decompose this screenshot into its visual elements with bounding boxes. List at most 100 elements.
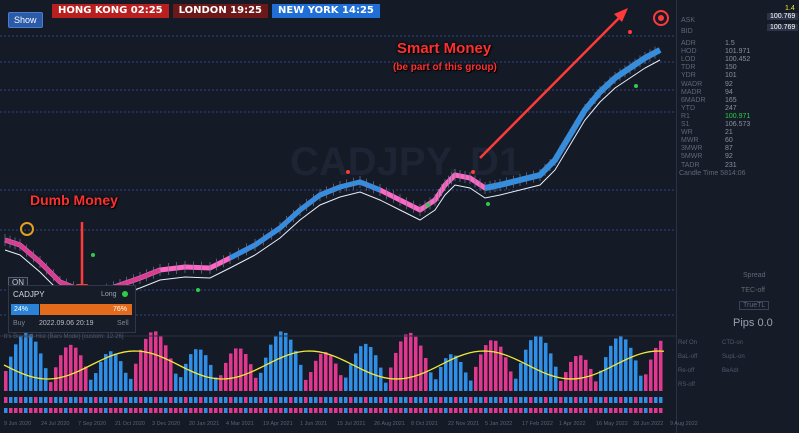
signal-bar xyxy=(444,397,448,403)
histogram-bar xyxy=(184,363,188,391)
widget-sell-label: Sell xyxy=(117,320,129,327)
signal-bar xyxy=(589,397,593,403)
indicator-button[interactable]: Re-off xyxy=(678,368,695,374)
histogram-bar xyxy=(519,363,523,391)
signal-bar xyxy=(229,408,233,413)
indicator-button[interactable]: Ref On xyxy=(678,340,698,346)
price-chart[interactable]: CADJPY, D1 xyxy=(0,0,676,433)
signal-bar xyxy=(489,408,493,413)
signal-bar xyxy=(149,397,153,403)
signal-bar xyxy=(579,397,583,403)
signal-bar xyxy=(379,397,383,403)
histogram-bar xyxy=(649,359,653,391)
signal-bar xyxy=(344,397,348,403)
signal-marker xyxy=(653,10,669,26)
signal-bar xyxy=(589,408,593,413)
histogram-bar xyxy=(444,358,448,391)
signal-bar xyxy=(614,397,618,403)
signal-bar xyxy=(449,397,453,403)
signal-marker xyxy=(658,15,664,21)
panel-row-label: ADR xyxy=(681,40,696,47)
histogram-bar xyxy=(534,335,538,391)
widget-long: Long xyxy=(101,291,117,298)
indicator-button[interactable]: BaL-off xyxy=(678,354,698,360)
signal-bar xyxy=(224,397,228,403)
histogram-bar xyxy=(439,366,443,391)
signal-bar xyxy=(179,408,183,413)
truetl-button[interactable]: TrueTL xyxy=(739,301,770,310)
signal-bar xyxy=(249,397,253,403)
signal-bar xyxy=(234,408,238,413)
signal-bar xyxy=(29,408,33,413)
panel-row-label: YDR xyxy=(681,72,696,80)
histogram-bar xyxy=(294,350,298,391)
signal-bar xyxy=(44,397,48,403)
indicator-button[interactable]: RS-off xyxy=(678,382,695,388)
signal-bar xyxy=(494,397,498,403)
signal-bar xyxy=(594,408,598,413)
histogram-bar xyxy=(19,335,23,391)
widget-buy-pct: 24% xyxy=(14,306,29,313)
panel-row-label: MWR xyxy=(681,137,699,145)
panel-row-label: WR xyxy=(681,129,693,137)
signal-bar xyxy=(89,397,93,403)
date-tick: 4 Mar 2021 xyxy=(226,421,254,427)
signal-bar xyxy=(469,408,473,413)
histogram-bar xyxy=(189,354,193,391)
candle-time: Candle Time 5814:06 xyxy=(679,170,746,177)
histogram-bar xyxy=(594,381,598,391)
signal-bar xyxy=(109,397,113,403)
signal-dot xyxy=(346,170,350,174)
signal-bar xyxy=(444,408,448,413)
signal-bar xyxy=(214,408,218,413)
bid-label: BID xyxy=(681,28,693,35)
date-tick: 16 May 2022 xyxy=(596,421,628,427)
spread-value: 1.4 xyxy=(785,5,795,12)
signal-dot xyxy=(426,203,430,207)
signal-bar xyxy=(644,397,648,403)
signal-bar xyxy=(574,397,578,403)
indicator-button[interactable]: SupL-on xyxy=(722,354,745,360)
signal-bar xyxy=(364,397,368,403)
histogram-bar xyxy=(64,347,68,391)
widget-buy-label: Buy xyxy=(13,320,26,327)
histogram-bar xyxy=(99,361,103,391)
signal-bar xyxy=(164,408,168,413)
signal-bar xyxy=(414,397,418,403)
signal-bar xyxy=(604,408,608,413)
histogram-bar xyxy=(499,346,503,391)
histogram-bar xyxy=(304,379,308,391)
signal-bar xyxy=(524,397,528,403)
signal-bar xyxy=(644,408,648,413)
signal-bar xyxy=(354,397,358,403)
show-button[interactable]: Show xyxy=(8,12,43,28)
info-panel: 1.4 ASK 100.769 BID 100.769 ADR 1.5 HOD 101… xyxy=(676,0,799,433)
histogram-bar xyxy=(504,357,508,391)
signal-bar xyxy=(459,408,463,413)
signal-bar xyxy=(374,397,378,403)
indicator-button[interactable]: CTD-on xyxy=(722,340,744,346)
signal-bar xyxy=(524,408,528,413)
tec-label[interactable]: TEC-off xyxy=(741,287,765,294)
signal-bar xyxy=(544,397,548,403)
signal-bar xyxy=(654,408,658,413)
signal-bar xyxy=(584,408,588,413)
signal-bar xyxy=(384,408,388,413)
smart-money-sub: (be part of this group) xyxy=(393,62,497,73)
signal-bar xyxy=(424,397,428,403)
signal-dot xyxy=(628,30,632,34)
panel-row-label: 3MWR xyxy=(681,145,703,153)
histogram-bar xyxy=(24,332,28,391)
signal-bar xyxy=(579,408,583,413)
signal-bar xyxy=(244,397,248,403)
signal-dot xyxy=(471,170,475,174)
histogram-bar xyxy=(564,372,568,391)
signal-bar xyxy=(139,397,143,403)
signal-bar xyxy=(449,408,453,413)
indicator-button[interactable]: BeAdr xyxy=(722,368,739,374)
histogram-bar xyxy=(149,332,153,391)
signal-bar xyxy=(534,397,538,403)
signal-bar xyxy=(354,408,358,413)
histogram-bar xyxy=(484,345,488,391)
